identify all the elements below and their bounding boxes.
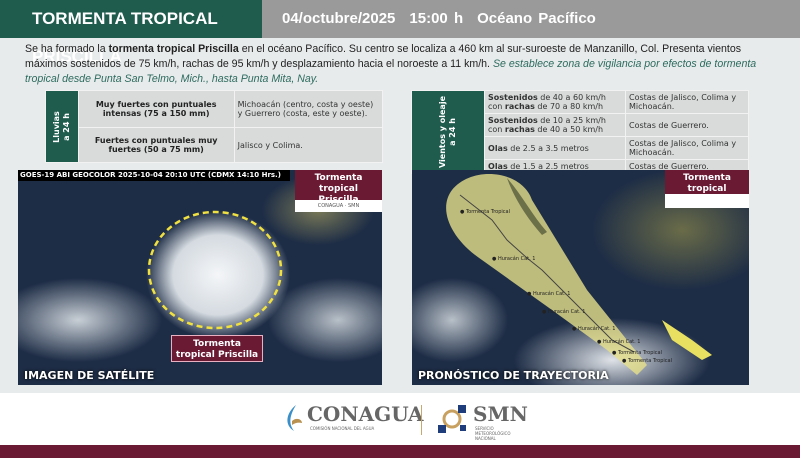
smn-logo-icon — [438, 405, 466, 433]
forecast-point-label: ● Tormenta Tropical — [612, 350, 663, 356]
forecast-point-label: ● Tormenta Tropical — [460, 209, 511, 215]
region: Océano Pacífico — [477, 10, 596, 27]
forecast-title-box: Tormenta tropical Priscilla — [665, 170, 749, 205]
wind-areas: Costas de Guerrero. — [626, 114, 748, 136]
wind-table: Vientos y oleaje a 24 h Sostenidos de 40 … — [411, 90, 749, 174]
time: 15:00 h — [409, 10, 464, 27]
smn-name: SMN — [473, 402, 528, 426]
state-map — [662, 320, 712, 360]
storm-circle — [147, 210, 283, 330]
intro-text: Se ha formado la tormenta tropical Prisc… — [25, 42, 785, 87]
satellite-timestamp: GOES-19 ABI GEOCOLOR 2025-10-04 20:10 UT… — [18, 170, 290, 181]
wind-desc: Sostenidos de 10 a 25 km/h con rachas de… — [485, 114, 626, 136]
rain-category: Fuertes con puntuales muy fuertes (50 a … — [78, 128, 234, 162]
forecast-point-label: ● Tormenta Tropical — [622, 358, 673, 364]
forecast-point-label: ● Huracán Cat. 1 — [527, 291, 571, 297]
storm-label: Tormenta tropical Priscilla — [171, 335, 263, 362]
conagua-name: CONAGUA — [307, 402, 424, 426]
rain-label: Lluvias a 24 h — [46, 91, 78, 162]
intro-bold: tormenta tropical Priscilla — [108, 43, 239, 55]
conagua-subtitle: COMISIÓN NACIONAL DEL AGUA — [310, 426, 375, 431]
wind-label: Vientos y oleaje a 24 h — [412, 91, 485, 173]
track-line — [459, 194, 635, 353]
date: 04/octubre/2025 — [282, 10, 396, 27]
rain-table: Lluvias a 24 h Muy fuertes con puntuales … — [45, 90, 383, 163]
rain-category: Muy fuertes con puntuales intensas (75 a… — [78, 91, 234, 127]
conagua-logo-icon — [287, 405, 302, 431]
satellite-image: GOES-19 ABI GEOCOLOR 2025-10-04 20:10 UT… — [18, 170, 382, 385]
page-title: TORMENTA TROPICAL PRISCILLA — [0, 0, 262, 66]
rain-areas: Jalisco y Colima. — [234, 128, 382, 162]
wave-areas: Costas de Jalisco, Colima y Michoacán. — [626, 137, 748, 159]
wind-areas: Costas de Jalisco, Colima y Michoacán. — [626, 91, 748, 113]
forecast-image: ● Tormenta Tropical ● Huracán Cat. 1 ● Hur… — [412, 170, 749, 385]
forecast-cone — [446, 173, 712, 375]
forecast-point-label: ● Huracán Cat. 1 — [572, 326, 616, 332]
intro-p2: en el océano Pacífico. Su centro se loca… — [25, 43, 742, 70]
wave-areas: Costas de Guerrero. — [626, 160, 748, 173]
wave-desc: Olas de 2.5 a 3.5 metros — [485, 137, 626, 159]
forecast-point-label: ● Huracán Cat. 1 — [492, 256, 536, 262]
storm-outline — [147, 210, 283, 330]
smn-subtitle: SERVICIO METEOROLÓGICO NACIONAL — [475, 426, 511, 441]
footer-bar — [0, 445, 800, 458]
logos-strip — [665, 194, 749, 208]
satellite-title-box: Tormenta tropical Priscilla — [295, 170, 382, 205]
rain-areas: Michoacán (centro, costa y oeste) y Guer… — [234, 91, 382, 127]
wind-desc: Sostenidos de 40 a 60 km/h con rachas de… — [485, 91, 626, 113]
baja-peninsula — [507, 178, 547, 235]
forecast-point-label: ● Huracán Cat. 1 — [597, 339, 641, 345]
header-info: 04/octubre/2025 15:00 h Océano Pacífico — [262, 0, 800, 38]
forecast-caption: PRONÓSTICO DE TRAYECTORIA — [418, 369, 609, 382]
intro-watch: Se establece zona de vigilancia por efec… — [25, 58, 757, 85]
logos-strip: CONAGUA · SMN — [295, 200, 382, 212]
intro-p1: Se ha formado la — [25, 43, 109, 55]
footer: CONAGUA COMISIÓN NACIONAL DEL AGUA SMN S… — [0, 393, 800, 445]
divider — [421, 405, 422, 435]
satellite-caption: IMAGEN DE SATÉLITE — [24, 369, 155, 382]
forecast-point-label: ● Huracán Cat. 1 — [542, 309, 586, 315]
wave-desc: Olas de 1.5 a 2.5 metros — [485, 160, 626, 173]
